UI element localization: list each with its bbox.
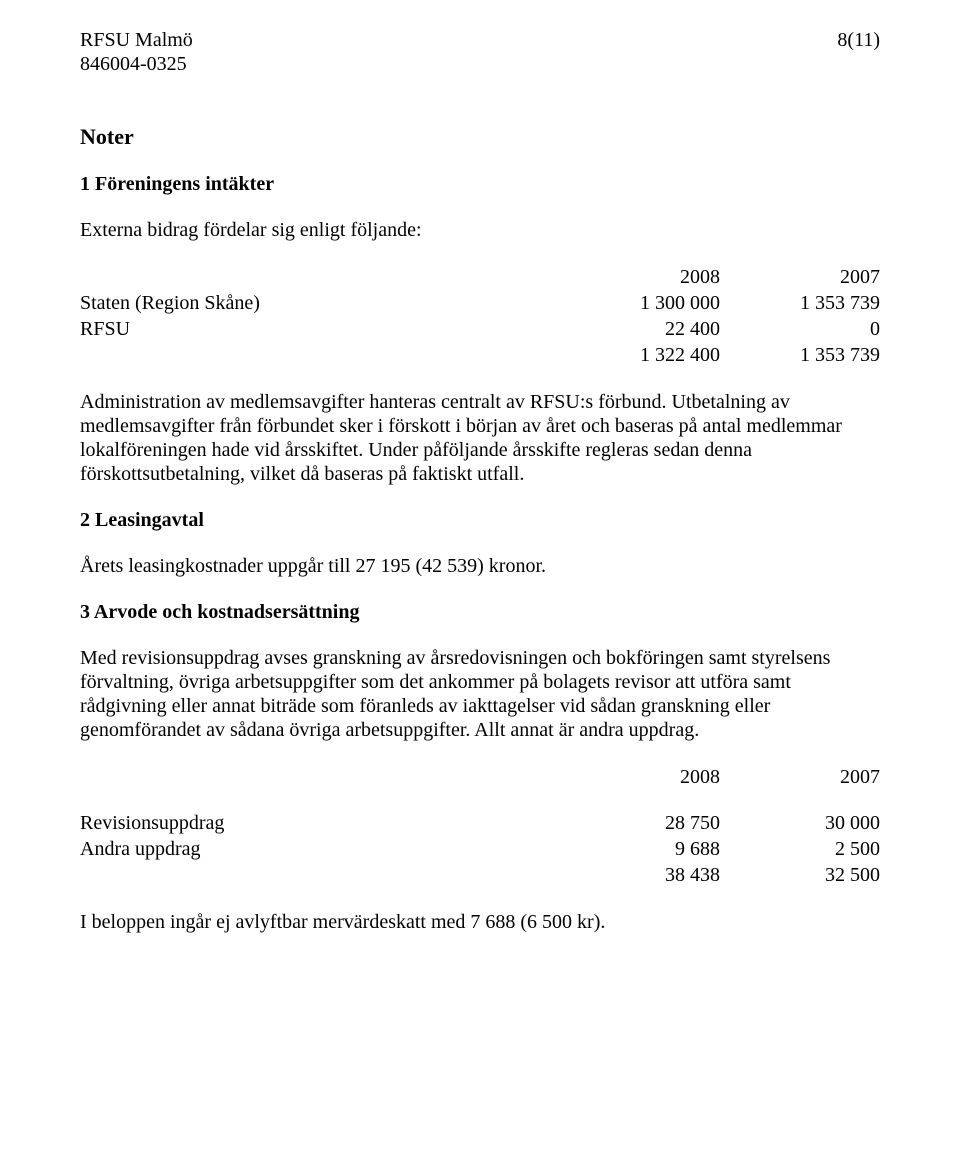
row-label: RFSU [80, 316, 580, 342]
row-value-a: 22 400 [580, 316, 720, 342]
note3-body: Med revisionsuppdrag avses granskning av… [80, 646, 880, 742]
table-row: Revisionsuppdrag 28 750 30 000 [80, 810, 880, 836]
row-value-a: 1 300 000 [580, 290, 720, 316]
note1-heading: 1 Föreningens intäkter [80, 172, 880, 196]
row-label: Staten (Region Skåne) [80, 290, 580, 316]
total-value-b: 32 500 [720, 862, 880, 888]
total-value-a: 38 438 [580, 862, 720, 888]
table-total-row: 1 322 400 1 353 739 [80, 342, 880, 368]
header-right: 8(11) [837, 28, 880, 76]
table-header-empty [80, 764, 580, 790]
header-left: RFSU Malmö 846004-0325 [80, 28, 193, 76]
note3-table: 2008 2007 Revisionsuppdrag 28 750 30 000… [80, 764, 880, 888]
total-label [80, 862, 580, 888]
row-value-a: 9 688 [580, 836, 720, 862]
note3-heading: 3 Arvode och kostnadsersättning [80, 600, 880, 624]
row-value-b: 1 353 739 [720, 290, 880, 316]
note2-body: Årets leasingkostnader uppgår till 27 19… [80, 554, 880, 578]
table-row: Staten (Region Skåne) 1 300 000 1 353 73… [80, 290, 880, 316]
spacer [80, 790, 880, 810]
total-value-a: 1 322 400 [580, 342, 720, 368]
table-header-empty [80, 264, 580, 290]
page-indicator: 8(11) [837, 28, 880, 52]
total-value-b: 1 353 739 [720, 342, 880, 368]
row-value-a: 28 750 [580, 810, 720, 836]
org-number: 846004-0325 [80, 52, 193, 76]
table-row: RFSU 22 400 0 [80, 316, 880, 342]
note1-body: Administration av medlemsavgifter hanter… [80, 390, 880, 486]
total-label [80, 342, 580, 368]
note1-table: 2008 2007 Staten (Region Skåne) 1 300 00… [80, 264, 880, 368]
table-year-b: 2007 [720, 764, 880, 790]
note3-footer: I beloppen ingår ej avlyftbar mervärdesk… [80, 910, 880, 934]
row-label: Revisionsuppdrag [80, 810, 580, 836]
row-value-b: 30 000 [720, 810, 880, 836]
row-value-b: 2 500 [720, 836, 880, 862]
org-name: RFSU Malmö [80, 28, 193, 52]
table-year-b: 2007 [720, 264, 880, 290]
table-header-row: 2008 2007 [80, 764, 880, 790]
note2-heading: 2 Leasingavtal [80, 508, 880, 532]
table-year-a: 2008 [580, 264, 720, 290]
page-header: RFSU Malmö 846004-0325 8(11) [80, 28, 880, 76]
row-label: Andra uppdrag [80, 836, 580, 862]
notes-title: Noter [80, 124, 880, 150]
note1-intro: Externa bidrag fördelar sig enligt följa… [80, 218, 880, 242]
table-total-row: 38 438 32 500 [80, 862, 880, 888]
page: RFSU Malmö 846004-0325 8(11) Noter 1 För… [0, 0, 960, 1171]
table-row: Andra uppdrag 9 688 2 500 [80, 836, 880, 862]
table-header-row: 2008 2007 [80, 264, 880, 290]
table-year-a: 2008 [580, 764, 720, 790]
row-value-b: 0 [720, 316, 880, 342]
